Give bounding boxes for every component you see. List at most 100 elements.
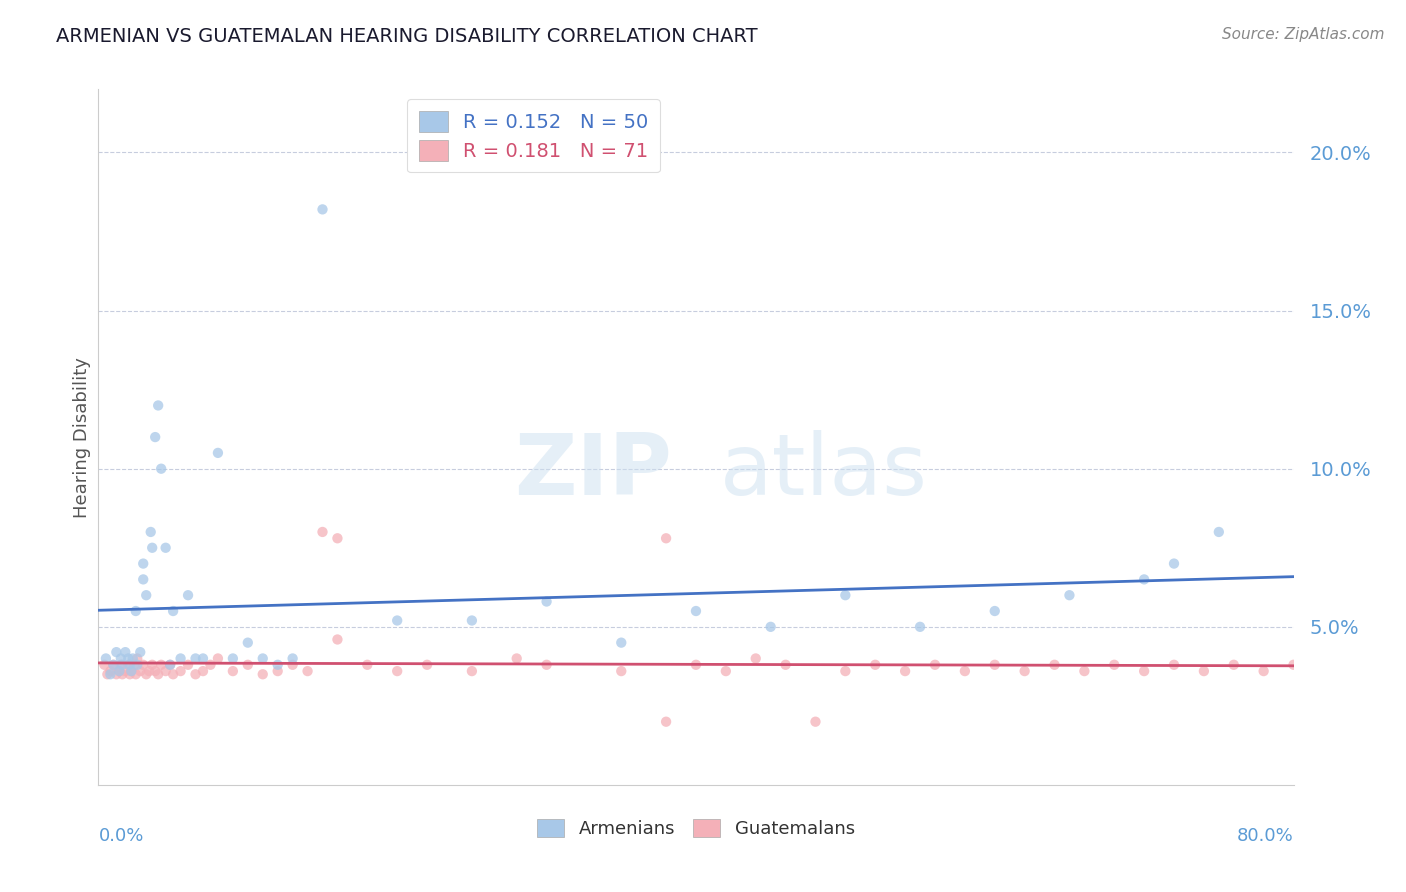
Point bbox=[169, 664, 191, 678]
Point bbox=[143, 664, 166, 678]
Point bbox=[162, 667, 184, 681]
Point bbox=[110, 651, 132, 665]
Point bbox=[311, 202, 333, 217]
Point bbox=[1163, 557, 1185, 571]
Point bbox=[103, 657, 125, 672]
Point bbox=[150, 461, 173, 475]
Point bbox=[1192, 664, 1215, 678]
Point bbox=[461, 664, 484, 678]
Point bbox=[1253, 664, 1275, 678]
Point bbox=[120, 664, 142, 678]
Point bbox=[804, 714, 827, 729]
Point bbox=[356, 657, 378, 672]
Point bbox=[281, 657, 304, 672]
Point bbox=[117, 657, 139, 672]
Point bbox=[141, 657, 163, 672]
Point bbox=[236, 657, 259, 672]
Point bbox=[129, 664, 152, 678]
Point bbox=[984, 657, 1007, 672]
Point bbox=[127, 657, 149, 672]
Point bbox=[311, 524, 333, 539]
Point bbox=[105, 645, 128, 659]
Point bbox=[745, 651, 768, 665]
Y-axis label: Hearing Disability: Hearing Disability bbox=[73, 357, 91, 517]
Point bbox=[984, 604, 1007, 618]
Point bbox=[1104, 657, 1126, 672]
Point bbox=[610, 635, 633, 649]
Point bbox=[177, 588, 200, 602]
Text: atlas: atlas bbox=[720, 430, 928, 514]
Point bbox=[759, 620, 782, 634]
Point bbox=[834, 664, 856, 678]
Point bbox=[148, 399, 170, 413]
Point bbox=[184, 667, 207, 681]
Point bbox=[908, 620, 931, 634]
Point bbox=[132, 657, 155, 672]
Point bbox=[1208, 524, 1230, 539]
Point bbox=[536, 594, 558, 608]
Point bbox=[124, 657, 146, 672]
Point bbox=[775, 657, 797, 672]
Point bbox=[108, 664, 131, 678]
Point bbox=[1133, 573, 1156, 587]
Point bbox=[1014, 664, 1036, 678]
Point bbox=[894, 664, 917, 678]
Point bbox=[108, 664, 131, 678]
Point bbox=[150, 657, 173, 672]
Point bbox=[118, 667, 141, 681]
Point bbox=[252, 667, 274, 681]
Point bbox=[191, 664, 214, 678]
Point bbox=[655, 714, 678, 729]
Point bbox=[135, 588, 157, 602]
Point bbox=[1073, 664, 1095, 678]
Point bbox=[385, 614, 409, 628]
Point bbox=[129, 645, 152, 659]
Point bbox=[155, 664, 177, 678]
Point bbox=[326, 632, 349, 647]
Point bbox=[141, 541, 163, 555]
Text: 80.0%: 80.0% bbox=[1237, 827, 1294, 845]
Point bbox=[125, 604, 148, 618]
Point bbox=[1163, 657, 1185, 672]
Point bbox=[714, 664, 737, 678]
Point bbox=[1043, 657, 1066, 672]
Point bbox=[148, 667, 170, 681]
Point bbox=[155, 541, 177, 555]
Point bbox=[114, 664, 136, 678]
Point bbox=[207, 651, 229, 665]
Point bbox=[159, 657, 181, 672]
Point bbox=[267, 657, 290, 672]
Text: ARMENIAN VS GUATEMALAN HEARING DISABILITY CORRELATION CHART: ARMENIAN VS GUATEMALAN HEARING DISABILIT… bbox=[56, 27, 758, 45]
Point bbox=[326, 531, 349, 545]
Point bbox=[135, 667, 157, 681]
Point bbox=[655, 531, 678, 545]
Text: 0.0%: 0.0% bbox=[98, 827, 143, 845]
Point bbox=[536, 657, 558, 672]
Point bbox=[236, 635, 259, 649]
Point bbox=[1282, 657, 1305, 672]
Point bbox=[127, 651, 149, 665]
Point bbox=[93, 657, 115, 672]
Point bbox=[105, 667, 128, 681]
Point bbox=[1133, 664, 1156, 678]
Point bbox=[98, 664, 122, 678]
Point bbox=[610, 664, 633, 678]
Point bbox=[191, 651, 214, 665]
Point bbox=[416, 657, 439, 672]
Point bbox=[121, 651, 143, 665]
Point bbox=[159, 657, 181, 672]
Point bbox=[94, 651, 117, 665]
Point bbox=[506, 651, 529, 665]
Point bbox=[207, 446, 229, 460]
Point bbox=[103, 657, 125, 672]
Point bbox=[177, 657, 200, 672]
Point bbox=[114, 645, 136, 659]
Point bbox=[685, 604, 707, 618]
Point bbox=[252, 651, 274, 665]
Point bbox=[385, 664, 409, 678]
Point bbox=[138, 664, 160, 678]
Point bbox=[98, 667, 122, 681]
Point bbox=[297, 664, 319, 678]
Point bbox=[1223, 657, 1246, 672]
Point bbox=[685, 657, 707, 672]
